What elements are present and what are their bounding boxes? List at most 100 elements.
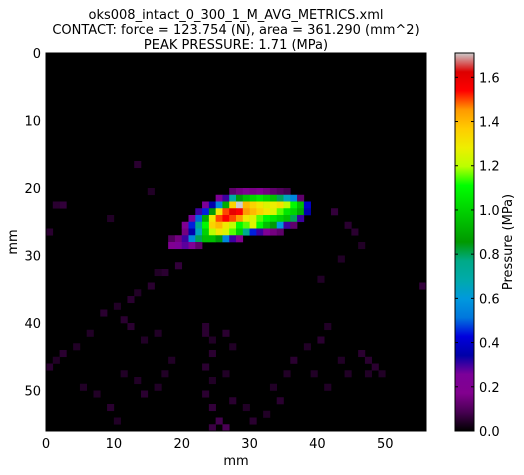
heatmap-cell bbox=[256, 194, 264, 202]
heatmap-cell bbox=[236, 221, 244, 229]
heatmap-cell bbox=[263, 208, 271, 216]
heatmap-cell bbox=[154, 383, 162, 391]
heatmap-cell bbox=[215, 235, 223, 243]
heatmap-cell bbox=[249, 215, 257, 223]
heatmap-cell bbox=[256, 201, 264, 209]
y-tick-label: 10 bbox=[24, 115, 41, 130]
heatmap-cell bbox=[202, 363, 210, 371]
heatmap-cell bbox=[202, 215, 210, 223]
heatmap-cell bbox=[419, 282, 427, 290]
heatmap-cell bbox=[134, 377, 142, 385]
heatmap-cell bbox=[242, 221, 250, 229]
heatmap-cell bbox=[222, 194, 230, 202]
heatmap-cell bbox=[195, 208, 203, 216]
heatmap-cell bbox=[202, 390, 210, 398]
heatmap-cell bbox=[303, 201, 311, 209]
heatmap-cell bbox=[208, 208, 216, 216]
heatmap-cell bbox=[208, 235, 216, 243]
heatmap-cell bbox=[249, 417, 257, 425]
heatmap-cell bbox=[208, 350, 216, 358]
heatmap-cell bbox=[188, 215, 196, 223]
heatmap-cell bbox=[236, 201, 244, 209]
heatmap-cell bbox=[297, 201, 305, 209]
heatmap-cell bbox=[290, 215, 298, 223]
y-tick-label: 20 bbox=[24, 182, 41, 197]
heatmap-cell bbox=[242, 228, 250, 236]
x-tick-label: 0 bbox=[42, 437, 50, 452]
heatmap-cell bbox=[222, 201, 230, 209]
heatmap-cell bbox=[263, 410, 271, 418]
heatmap-cell bbox=[195, 221, 203, 229]
heatmap-cell bbox=[222, 215, 230, 223]
heatmap-cell bbox=[229, 228, 237, 236]
heatmap-cell bbox=[276, 397, 284, 405]
heatmap-cell bbox=[208, 228, 216, 236]
heatmap-cell bbox=[269, 188, 278, 196]
y-tick-label: 50 bbox=[24, 385, 41, 400]
heatmap-cell bbox=[222, 221, 230, 229]
heatmap-cell bbox=[242, 215, 250, 223]
heatmap-cell bbox=[242, 201, 250, 209]
heatmap-cell bbox=[59, 350, 67, 358]
heatmap-cell bbox=[236, 215, 244, 223]
heatmap-cell bbox=[344, 221, 352, 229]
heatmap-cell bbox=[229, 188, 237, 196]
heatmap-cell bbox=[249, 228, 257, 236]
heatmap-cell bbox=[303, 208, 311, 216]
heatmap-cell bbox=[256, 188, 264, 196]
heatmap-cell bbox=[331, 208, 339, 216]
heatmap-cell bbox=[283, 215, 291, 223]
heatmap-cell bbox=[249, 208, 257, 216]
heatmap-cell bbox=[141, 390, 149, 398]
colorbar-tick-label: 1.2 bbox=[479, 160, 500, 175]
heatmap-cell bbox=[276, 228, 284, 236]
heatmap-cell bbox=[236, 188, 244, 196]
chart-title-line-2: CONTACT: force = 123.754 (N), area = 361… bbox=[52, 23, 419, 38]
heatmap-cell bbox=[73, 343, 81, 351]
y-tick-label: 30 bbox=[24, 250, 41, 265]
chart-title-line-3: PEAK PRESSURE: 1.71 (MPa) bbox=[144, 38, 328, 53]
heatmap-cell bbox=[174, 235, 183, 243]
colorbar-tick-label: 1.6 bbox=[479, 71, 500, 86]
heatmap-cell bbox=[222, 208, 230, 216]
heatmap-cell bbox=[276, 221, 284, 229]
heatmap-cell bbox=[276, 188, 284, 196]
heatmap-cell bbox=[208, 221, 216, 229]
heatmap-cell bbox=[256, 221, 264, 229]
heatmap-cell bbox=[229, 343, 237, 351]
heatmap-cell bbox=[297, 215, 305, 223]
heatmap-cell bbox=[147, 188, 155, 196]
heatmap-cell bbox=[215, 221, 223, 229]
heatmap-cell bbox=[181, 242, 189, 250]
heatmap-cell bbox=[236, 235, 244, 243]
heatmap-cell bbox=[324, 383, 332, 391]
heatmap-cell bbox=[229, 397, 237, 405]
heatmap-cell bbox=[290, 208, 298, 216]
heatmap-cell bbox=[242, 188, 250, 196]
heatmap-cell bbox=[263, 221, 271, 229]
x-tick-label: 30 bbox=[241, 437, 258, 452]
heatmap-cell bbox=[317, 336, 325, 344]
heatmap-cell bbox=[202, 235, 210, 243]
heatmap-cell bbox=[263, 194, 271, 202]
heatmap-cell bbox=[283, 208, 291, 216]
heatmap-cell bbox=[107, 215, 115, 223]
heatmap-cell bbox=[161, 370, 169, 378]
colorbar-ticks: 0.0 0.2 0.4 0.6 0.8 1.0 1.2 1.4 1.6 bbox=[455, 71, 500, 440]
heatmap-cell bbox=[202, 323, 210, 331]
colorbar-tick-label: 0.2 bbox=[479, 381, 500, 396]
heatmap-cell bbox=[269, 208, 278, 216]
heatmap-cell bbox=[269, 228, 278, 236]
colorbar-tick-label: 0.8 bbox=[479, 248, 500, 263]
heatmap-cell bbox=[249, 188, 257, 196]
heatmap-cell bbox=[181, 221, 189, 229]
heatmap-cell bbox=[188, 242, 196, 250]
heatmap-cell bbox=[256, 208, 264, 216]
colorbar-tick-label: 1.0 bbox=[479, 204, 500, 219]
heatmap-cell bbox=[147, 282, 155, 290]
heatmap-cell bbox=[215, 201, 223, 209]
heatmap-cell bbox=[297, 194, 305, 202]
heatmap-cell bbox=[188, 228, 196, 236]
heatmap-cell bbox=[174, 262, 183, 270]
heatmap-cell bbox=[358, 242, 366, 250]
